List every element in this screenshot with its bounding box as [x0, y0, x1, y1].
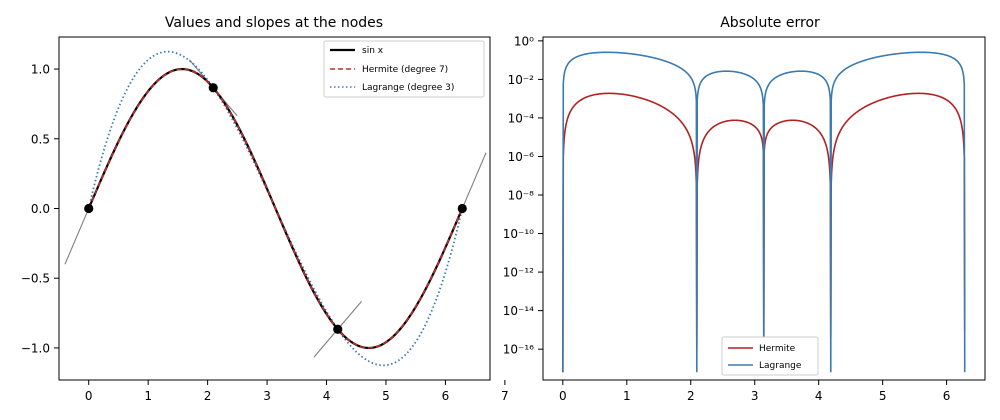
- right-y-tick-label: 10⁻⁴: [508, 111, 535, 125]
- left-x-tick-label: 7: [501, 389, 509, 403]
- left-x-tick-label: 5: [382, 389, 390, 403]
- right-y-tick-label: 10⁻⁸: [508, 189, 535, 203]
- legend-label-lagrange-error: Lagrange: [759, 361, 802, 371]
- left-y-tick-label: 1.0: [31, 63, 50, 77]
- right-y-tick-label: 10⁻¹⁴: [503, 304, 534, 318]
- left-y-tick-label: −0.5: [21, 272, 50, 286]
- node-marker: [84, 203, 94, 214]
- right-y-axis: 10⁰ 10⁻² 10⁻⁴ 10⁻⁶ 10⁻⁸ 10⁻¹⁰ 10⁻¹² 10⁻¹⁴ 10⁻¹⁶: [503, 34, 543, 357]
- left-x-tick-label: 1: [144, 389, 152, 403]
- left-x-axis: 0 1 2 3 4 5 6 7: [85, 380, 509, 403]
- left-x-tick-label: 2: [204, 389, 212, 403]
- right-y-tick-label: 10⁻¹⁰: [503, 227, 534, 241]
- node-marker: [457, 203, 467, 214]
- right-x-tick-label: 6: [943, 389, 951, 403]
- right-y-tick-label: 10⁻²: [508, 73, 535, 87]
- left-legend-box: [323, 40, 485, 98]
- right-x-tick-label: 4: [815, 389, 823, 403]
- right-y-tick-label: 10⁻⁶: [508, 150, 535, 164]
- hermite-curve: [87, 68, 463, 349]
- right-legend: Hermite Lagrange: [721, 336, 819, 376]
- legend-label-hermite: Hermite (degree 7): [362, 65, 448, 75]
- node-marker: [333, 324, 343, 334]
- left-x-tick-label: 3: [263, 389, 271, 403]
- right-x-tick-label: 2: [687, 389, 695, 403]
- legend-label-lagrange: Lagrange (degree 3): [362, 83, 454, 93]
- left-y-tick-label: −1.0: [21, 341, 50, 355]
- left-x-tick-label: 6: [442, 389, 450, 403]
- left-legend: sin x Hermite (degree 7) Lagrange (degre…: [323, 40, 485, 98]
- right-x-tick-label: 5: [879, 389, 887, 403]
- left-y-tick-label: 0.5: [31, 132, 50, 146]
- right-y-tick-label: 10⁰: [514, 34, 534, 48]
- left-x-tick-label: 0: [85, 389, 93, 403]
- right-y-tick-label: 10⁻¹⁶: [503, 343, 534, 357]
- left-axes-frame: [58, 36, 491, 381]
- legend-label-sin: sin x: [362, 46, 384, 56]
- right-y-tick-label: 10⁻¹²: [503, 266, 534, 280]
- right-x-axis: 0 1 2 3 4 5 6: [559, 380, 950, 403]
- left-y-tick-label: 0.0: [31, 202, 50, 216]
- right-x-tick-label: 0: [559, 389, 567, 403]
- interpolation-nodes: [84, 83, 467, 334]
- left-chart-title: Values and slopes at the nodes: [165, 15, 383, 31]
- lagrange-error-curve: [562, 51, 966, 373]
- right-chart-title: Absolute error: [720, 15, 820, 31]
- left-y-axis: −1.0 −0.5 0.0 0.5 1.0: [21, 63, 59, 355]
- legend-label-hermite-error: Hermite: [759, 344, 796, 354]
- right-x-tick-label: 3: [751, 389, 759, 403]
- right-x-tick-label: 1: [623, 389, 631, 403]
- left-x-tick-label: 4: [323, 389, 331, 403]
- right-axes-frame: [542, 36, 986, 381]
- node-marker: [208, 83, 218, 93]
